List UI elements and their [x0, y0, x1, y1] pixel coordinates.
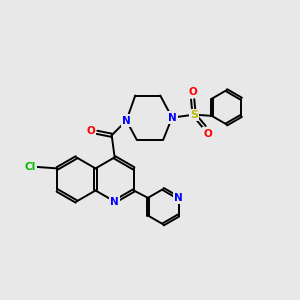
- Text: Cl: Cl: [25, 162, 36, 172]
- Text: S: S: [190, 110, 198, 120]
- Text: N: N: [174, 193, 183, 203]
- Text: N: N: [168, 112, 176, 123]
- Text: O: O: [86, 126, 95, 136]
- Text: N: N: [110, 196, 119, 206]
- Text: O: O: [188, 87, 197, 97]
- Text: O: O: [203, 128, 212, 139]
- Text: N: N: [122, 116, 131, 126]
